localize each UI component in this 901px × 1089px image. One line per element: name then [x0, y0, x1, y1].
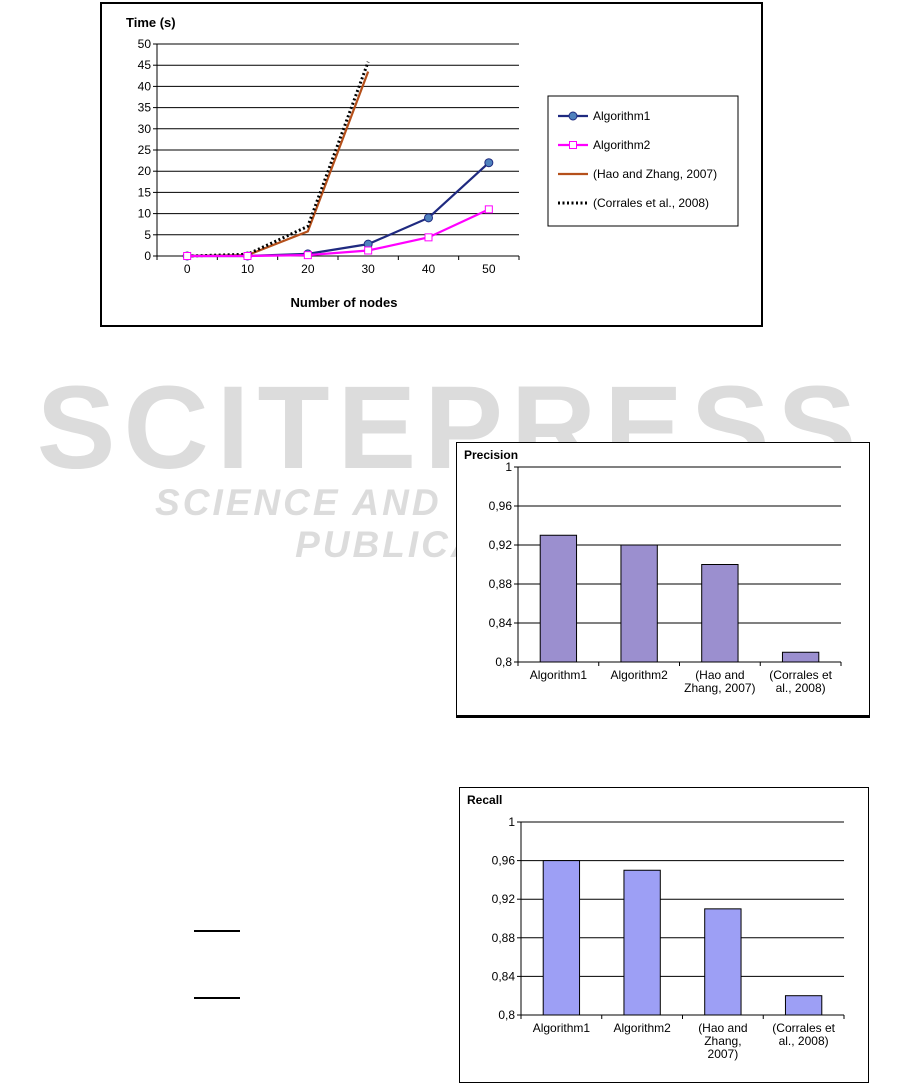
data-point: [424, 213, 433, 223]
x-tick-label: Algorithm2: [613, 1021, 671, 1035]
x-tick-label: (Hao and Zhang, 2007): [698, 1021, 747, 1061]
x-tick-label: 10: [241, 262, 255, 276]
bar: [620, 544, 658, 663]
y-tick-label: 20: [138, 164, 152, 178]
bar: [539, 534, 578, 663]
fraction-bar: [194, 930, 240, 932]
y-tick-label: 0,96: [489, 499, 513, 513]
y-tick-label: 50: [138, 37, 152, 51]
y-tick-label: 0,8: [498, 1008, 515, 1022]
x-tick-label: 0: [184, 262, 191, 276]
recall-chart-svg: 0,8 0,84 0,88 0,92 0,96 1 Algorithm1 Algorithm2…: [467, 793, 845, 1061]
data-point: [243, 252, 252, 260]
y-tick-label: 30: [138, 122, 152, 136]
chart-title: Time (s): [126, 15, 176, 30]
y-tick-label: 15: [138, 185, 152, 199]
bar: [704, 908, 742, 1016]
x-tick-label: (Corrales et al., 2008): [772, 1021, 835, 1048]
y-tick-label: 40: [138, 79, 152, 93]
x-tick-label: 20: [301, 262, 315, 276]
data-point: [424, 233, 433, 242]
series-line-3: [187, 61, 370, 258]
y-tick-label: 0,96: [492, 854, 516, 868]
legend-box: [547, 95, 739, 227]
precision-chart-svg: 0,8 0,84 0,88 0,92 0,96 1 Algorithm1 Algorithm2…: [464, 448, 842, 695]
bar: [623, 869, 661, 1016]
chart-title: Recall: [467, 793, 502, 807]
y-tick-label: 25: [138, 143, 152, 157]
y-tick-label: 0,92: [489, 538, 513, 552]
x-tick-label: Algorithm1: [533, 1021, 591, 1035]
data-point: [303, 251, 312, 260]
legend-marker: [568, 111, 578, 121]
legend-label: Algorithm2: [593, 138, 651, 152]
data-point: [364, 246, 373, 255]
recall-bar-chart: 0,8 0,84 0,88 0,92 0,96 1 Algorithm1 Algorithm2…: [459, 787, 869, 1083]
legend-label: (Hao and Zhang, 2007): [593, 167, 717, 181]
x-tick-label: 50: [482, 262, 496, 276]
x-tick-label: Algorithm1: [530, 668, 588, 682]
y-tick-label: 0: [144, 249, 151, 263]
series-line-0: [187, 161, 490, 258]
x-tick-label: Algorithm2: [610, 668, 668, 682]
legend-label: (Corrales et al., 2008): [593, 196, 709, 210]
x-tick-label: 40: [422, 262, 436, 276]
bar: [701, 564, 739, 663]
y-tick-label: 0,84: [492, 969, 516, 983]
legend-label: Algorithm1: [593, 109, 651, 123]
y-tick-label: 0,8: [495, 655, 512, 669]
x-tick-label: (Corrales et al., 2008): [769, 668, 832, 695]
bar: [542, 860, 581, 1016]
y-tick-label: 0,88: [489, 577, 513, 591]
chart-title: Precision: [464, 448, 518, 462]
y-tick-label: 0,92: [492, 892, 516, 906]
y-tick-label: 10: [138, 207, 152, 221]
y-tick-label: 0,88: [492, 931, 516, 945]
time-line-chart: 0 5 10 15 20 25 30 35 40 45 50 0 10 20 30 40 50 Time (s) N…: [100, 2, 763, 327]
y-tick-label: 5: [144, 228, 151, 242]
data-point: [183, 252, 192, 260]
data-point: [484, 205, 493, 214]
y-tick-label: 0,84: [489, 616, 513, 630]
y-tick-label: 1: [505, 460, 512, 474]
series-line-1: [187, 208, 490, 258]
legend-marker: [569, 141, 577, 149]
fraction-bar: [194, 997, 240, 999]
y-tick-label: 35: [138, 101, 152, 115]
x-tick-label: (Hao and Zhang, 2007): [684, 668, 755, 695]
precision-bar-chart: 0,8 0,84 0,88 0,92 0,96 1 Algorithm1 Algorithm2…: [456, 442, 870, 718]
data-point: [484, 158, 494, 168]
y-tick-label: 1: [508, 815, 515, 829]
y-tick-label: 45: [138, 58, 152, 72]
bar: [781, 651, 820, 663]
x-axis-label: Number of nodes: [291, 295, 398, 310]
bar: [784, 995, 823, 1016]
series-line-2: [187, 71, 370, 258]
time-chart-svg: 0 5 10 15 20 25 30 35 40 45 50 0 10 20 30 40 50 Time (s) N…: [126, 15, 739, 310]
x-tick-label: 30: [361, 262, 375, 276]
